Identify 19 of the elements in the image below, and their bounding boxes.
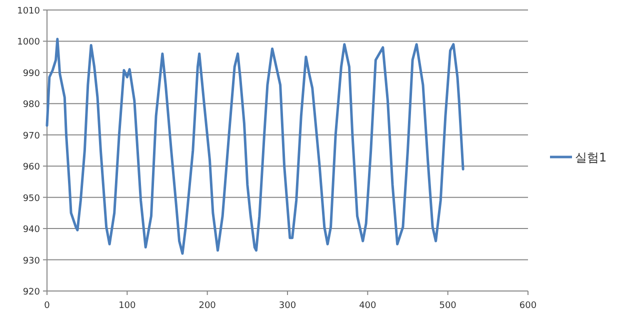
legend-label: 실험1 — [575, 150, 607, 164]
y-tick-label: 990 — [22, 68, 40, 79]
y-tick-label: 1000 — [17, 38, 40, 48]
line-series — [46, 38, 464, 255]
x-tick-label: 0 — [44, 301, 50, 311]
x-tick-label: 300 — [278, 301, 296, 311]
y-tick-label: 960 — [22, 162, 40, 173]
x-tick-label: 200 — [198, 301, 216, 311]
y-tick-label: 1010 — [17, 6, 40, 16]
x-tick-label: 600 — [519, 301, 537, 311]
x-tick-label: 400 — [359, 301, 377, 311]
y-tick-label: 980 — [22, 100, 40, 110]
x-tick-label: 500 — [439, 301, 457, 311]
y-tick-label: 970 — [22, 131, 40, 142]
y-tick-label: 940 — [22, 225, 40, 236]
x-tick-label: 100 — [118, 301, 136, 311]
y-tick-label: 950 — [22, 194, 40, 204]
y-tick-label: 920 — [22, 288, 40, 298]
y-tick-label: 930 — [22, 256, 40, 266]
